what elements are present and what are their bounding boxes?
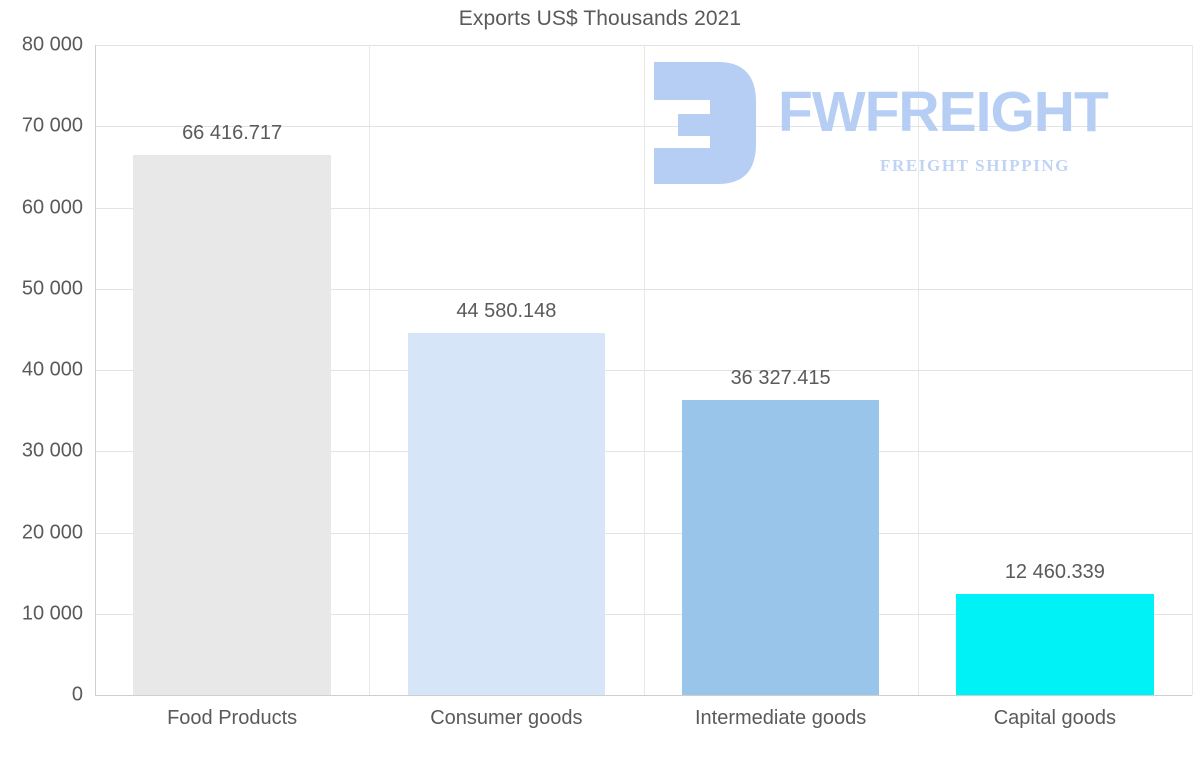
x-axis-line bbox=[95, 695, 1192, 696]
bar-value-label: 44 580.148 bbox=[456, 299, 557, 322]
x-axis-category-label: Intermediate goods bbox=[695, 707, 867, 729]
y-axis-tick-label: 30 000 bbox=[21, 439, 83, 462]
bar[interactable] bbox=[133, 155, 331, 695]
gridline-vertical bbox=[918, 45, 919, 695]
x-axis-category-label: Capital goods bbox=[993, 707, 1117, 729]
x-axis-category-label: Consumer goods bbox=[430, 707, 583, 729]
bar-value-label: 36 327.415 bbox=[730, 366, 831, 389]
y-axis-tick-label: 0 bbox=[71, 683, 83, 706]
y-axis-tick-label: 50 000 bbox=[21, 277, 83, 300]
y-axis-tick-label: 10 000 bbox=[21, 602, 83, 625]
gridline-horizontal bbox=[95, 451, 1192, 453]
bar[interactable] bbox=[407, 332, 606, 695]
gridline-vertical bbox=[644, 45, 645, 695]
gridline-horizontal bbox=[95, 370, 1192, 371]
gridline-horizontal bbox=[95, 613, 1192, 615]
gridline-vertical bbox=[1192, 45, 1193, 695]
y-axis-tick-label: 60 000 bbox=[21, 196, 83, 218]
bar[interactable] bbox=[956, 593, 1154, 695]
gridline-horizontal bbox=[95, 126, 1192, 128]
y-axis-tick-label: 80 000 bbox=[21, 33, 83, 56]
plot-area: 66 416.717 44 580.148 36 327.415 12 460.339 bbox=[95, 45, 1193, 696]
bar[interactable] bbox=[681, 399, 880, 695]
gridline-horizontal bbox=[95, 288, 1192, 290]
gridline-vertical bbox=[369, 45, 370, 695]
gridline-horizontal bbox=[95, 45, 1192, 46]
gridline-horizontal bbox=[95, 532, 1192, 534]
y-axis-tick-label: 20 000 bbox=[21, 521, 83, 543]
y-axis-tick-label: 70 000 bbox=[21, 114, 83, 137]
y-axis-tick-label: 40 000 bbox=[21, 358, 83, 381]
chart-title: Exports US$ Thousands 2021 bbox=[458, 7, 742, 30]
x-axis-category-label: Food Products bbox=[167, 707, 298, 729]
gridline-horizontal bbox=[95, 207, 1192, 209]
y-axis-line bbox=[95, 45, 96, 696]
bar-value-label: 66 416.717 bbox=[182, 122, 283, 145]
bar-value-label: 12 460.339 bbox=[1004, 560, 1105, 583]
